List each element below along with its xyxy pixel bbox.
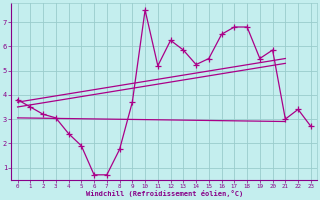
X-axis label: Windchill (Refroidissement éolien,°C): Windchill (Refroidissement éolien,°C)	[85, 190, 243, 197]
